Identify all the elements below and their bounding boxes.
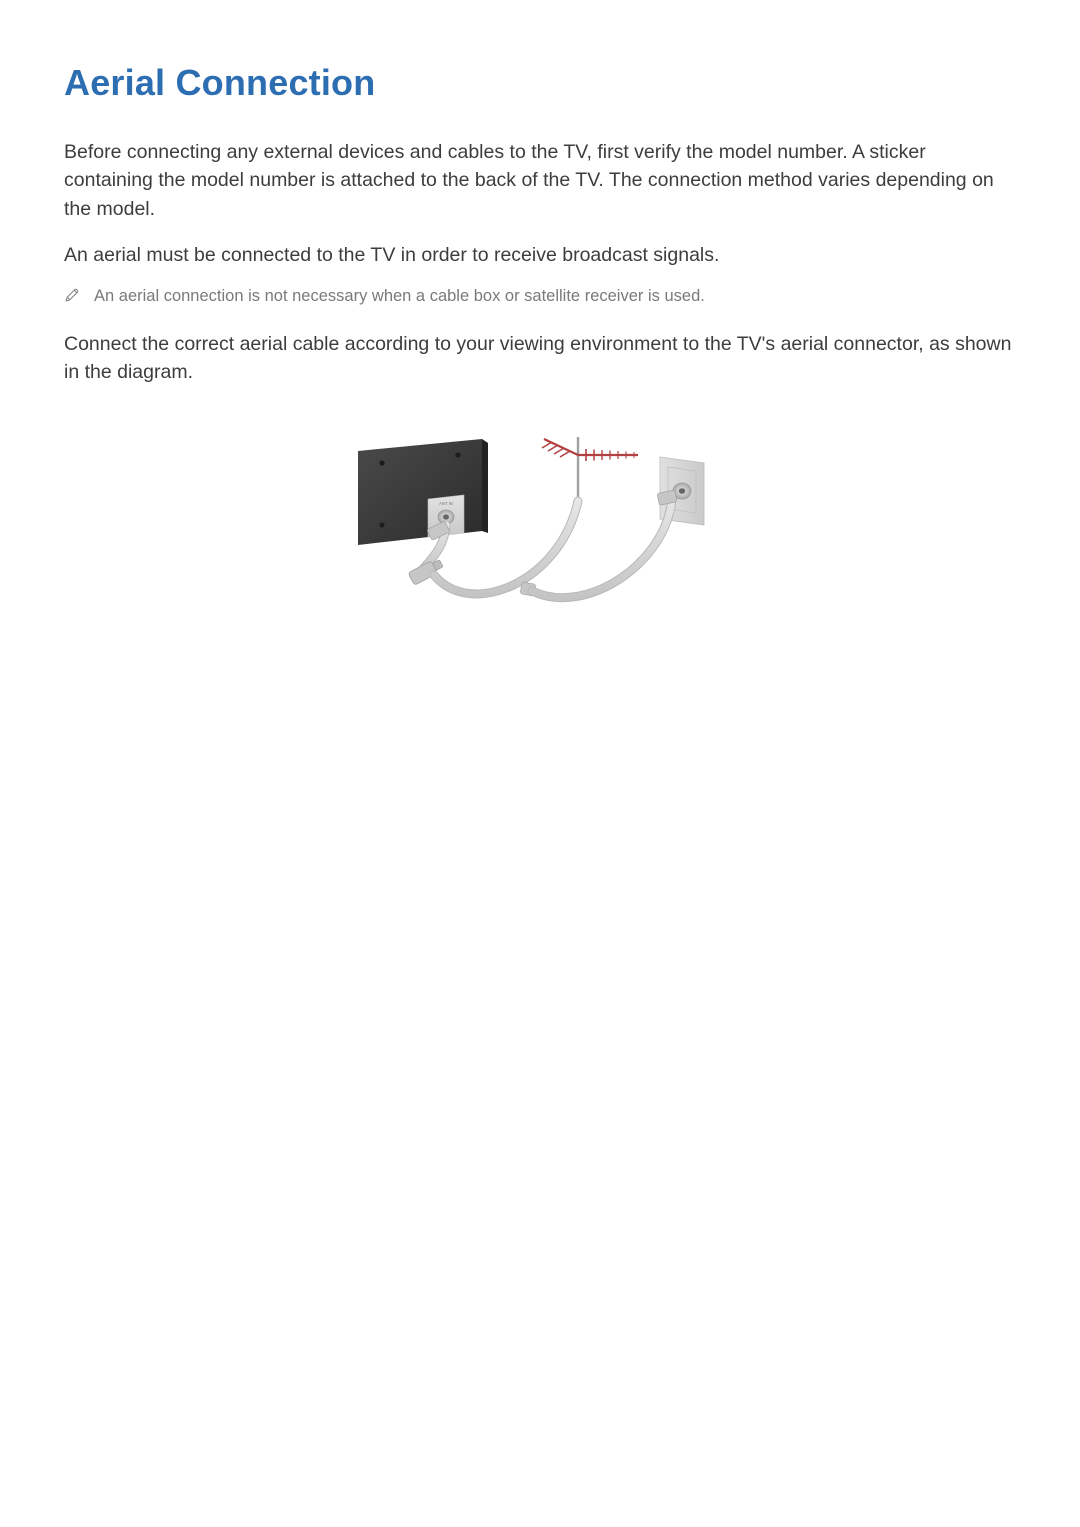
diagram-container: ANT IN [64, 433, 1016, 643]
tv-antenna [542, 437, 638, 497]
paragraph-must-connect: An aerial must be connected to the TV in… [64, 241, 1016, 269]
note-text: An aerial connection is not necessary wh… [94, 285, 705, 308]
aerial-connection-diagram: ANT IN [350, 433, 730, 643]
pencil-icon [64, 287, 80, 308]
tv-back: ANT IN [358, 439, 488, 545]
page-title: Aerial Connection [64, 62, 1016, 104]
paragraph-intro: Before connecting any external devices a… [64, 138, 1016, 223]
note-row: An aerial connection is not necessary wh… [64, 285, 1016, 308]
ant-in-label: ANT IN [439, 501, 453, 506]
paragraph-connect-cable: Connect the correct aerial cable accordi… [64, 330, 1016, 387]
